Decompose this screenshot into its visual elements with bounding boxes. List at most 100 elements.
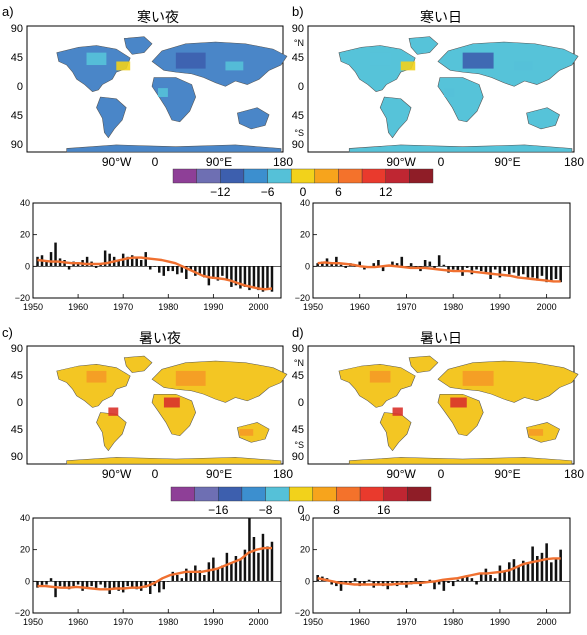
lat-tick-label: 0 (17, 397, 23, 409)
data-bar (493, 578, 497, 582)
data-bar (36, 256, 39, 267)
colorbar-swatch (194, 486, 219, 502)
data-bar (130, 581, 134, 588)
lat-tick-label: 45 (292, 110, 304, 122)
lat-tick-label: 45 (11, 370, 23, 382)
data-bar (158, 266, 161, 273)
data-bar (316, 575, 319, 582)
lat-tick-label: 45 (11, 424, 23, 436)
trend-line (37, 256, 273, 291)
data-bar (261, 266, 265, 292)
data-bar (456, 266, 460, 272)
x-tick-label: 1950 (303, 302, 323, 312)
data-bar (433, 581, 436, 590)
data-bar (484, 266, 488, 273)
data-bar (135, 581, 138, 590)
lon-tick-label: 180 (273, 467, 293, 481)
data-bar (498, 266, 502, 278)
data-bar (428, 261, 432, 267)
data-bar (153, 266, 156, 267)
lat-unit-n: °N (294, 38, 304, 48)
data-bar (545, 266, 548, 283)
data-bar (252, 537, 256, 582)
y-tick-label: 20 (300, 545, 310, 555)
data-bar (545, 543, 548, 582)
panel-title-a: 寒い夜 (137, 9, 179, 25)
data-bar (185, 266, 188, 279)
data-bar (225, 552, 229, 582)
lon-tick-label: 90°E (206, 155, 232, 169)
data-bar (117, 581, 120, 591)
data-bar (526, 266, 530, 279)
x-tick-label: 1960 (68, 617, 88, 627)
y-tick-label: −20 (295, 608, 310, 618)
data-bar (442, 264, 446, 267)
lon-tick-label: 90°E (206, 467, 232, 481)
x-tick-label: 1990 (490, 302, 510, 312)
y-tick-label: 20 (300, 230, 310, 240)
data-bar (148, 581, 152, 594)
data-bar (353, 266, 357, 267)
data-bar (94, 581, 98, 590)
colorbar-swatch (338, 168, 363, 184)
data-bar (507, 266, 511, 275)
colorbar-swatch (218, 486, 243, 502)
data-bar (90, 581, 93, 587)
chart-frame (312, 202, 571, 299)
data-bar (550, 562, 553, 582)
data-bar (194, 565, 197, 582)
lat-tick-label: 90 (292, 139, 304, 151)
panel-title-b: 寒い日 (420, 9, 462, 25)
data-bar (479, 573, 483, 582)
panel-title-c: 暑い夜 (139, 330, 181, 346)
map-anomaly-patch (514, 61, 533, 71)
data-bar (40, 581, 44, 587)
lat-tick-label: 45 (292, 52, 304, 64)
y-tick-label: −20 (15, 293, 30, 303)
data-bar (248, 266, 251, 291)
colorbar-label: 8 (333, 503, 340, 517)
data-bar (377, 581, 380, 585)
data-bar (207, 266, 211, 286)
x-tick-label: 1970 (113, 617, 133, 627)
data-bar (536, 556, 539, 582)
lat-unit-n: °N (294, 358, 304, 368)
panel-letter-d: d) (292, 325, 304, 340)
data-bar (257, 552, 260, 582)
colorbar-cold: −12 −6 0 6 12 (172, 168, 434, 199)
data-bar (363, 581, 366, 585)
data-bar (189, 571, 193, 582)
data-bar (451, 266, 455, 270)
y-tick-label: −20 (295, 293, 310, 303)
data-bar (531, 266, 534, 278)
data-bar (266, 266, 269, 289)
map-anomaly-patch (116, 61, 131, 71)
trend-line (317, 557, 561, 586)
panel-letter-a: a) (2, 4, 14, 19)
lon-tick-label: 0 (152, 155, 159, 169)
map-anomaly-patch (369, 370, 391, 383)
data-bar (103, 250, 107, 267)
data-bar (270, 541, 274, 582)
map-anomaly-patch (450, 397, 467, 408)
data-bar (94, 266, 98, 268)
data-bar (158, 581, 161, 593)
x-tick-label: 1970 (396, 617, 416, 627)
data-bar (349, 581, 352, 583)
map-panel-b: 90 45 0 45 90 °N °S 90°W 0 90°E 180 (292, 23, 585, 169)
data-bar (117, 260, 120, 267)
data-bar (377, 260, 380, 267)
data-bar (266, 546, 269, 582)
data-bar (493, 266, 497, 270)
lat-tick-label: 0 (298, 81, 304, 93)
map-anomaly-patch (528, 429, 544, 436)
data-bar (531, 546, 534, 582)
panel-letter-c: c) (2, 325, 13, 340)
data-bar (270, 266, 274, 292)
data-bar (372, 263, 376, 267)
y-tick-label: −20 (15, 608, 30, 618)
colorbar-label: −12 (210, 185, 231, 199)
data-bar (395, 263, 399, 267)
data-bar (99, 581, 102, 585)
data-bar (108, 253, 111, 267)
